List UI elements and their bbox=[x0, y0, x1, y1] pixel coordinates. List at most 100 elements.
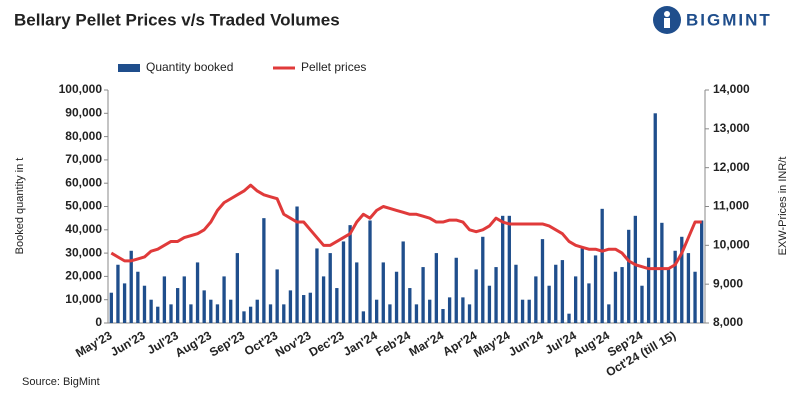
bar bbox=[447, 297, 452, 323]
bar bbox=[209, 299, 213, 323]
bar bbox=[434, 253, 439, 323]
bar bbox=[361, 311, 366, 323]
bar bbox=[275, 269, 279, 323]
bar bbox=[686, 253, 691, 323]
bar bbox=[587, 283, 591, 323]
bar bbox=[381, 262, 385, 323]
bar bbox=[374, 299, 379, 323]
bar bbox=[195, 262, 200, 323]
bar bbox=[321, 276, 326, 323]
bar bbox=[149, 299, 153, 323]
bar bbox=[408, 288, 412, 323]
bar bbox=[142, 285, 147, 323]
y-tick-label: 50,000 bbox=[65, 199, 102, 213]
logo-icon bbox=[664, 18, 670, 28]
bar bbox=[693, 271, 697, 323]
bar bbox=[534, 276, 538, 323]
y-axis-label: Booked quantity in t bbox=[14, 158, 26, 255]
bar bbox=[175, 288, 180, 323]
bar bbox=[162, 276, 167, 323]
x-tick-label: Oct'23 bbox=[242, 328, 281, 358]
bar bbox=[169, 304, 173, 323]
bar bbox=[348, 225, 352, 323]
y2-tick-label: 14,000 bbox=[713, 82, 750, 96]
x-tick-label: Nov'23 bbox=[273, 328, 314, 360]
x-tick-label: Aug'23 bbox=[173, 328, 215, 360]
bar bbox=[547, 285, 551, 323]
bar bbox=[222, 276, 226, 323]
bar bbox=[467, 304, 472, 323]
x-tick-label: Mar'24 bbox=[407, 328, 447, 359]
logo-icon bbox=[664, 11, 670, 17]
chart-title: Bellary Pellet Prices v/s Traded Volumes bbox=[14, 10, 340, 29]
legend-label: Pellet prices bbox=[301, 60, 366, 74]
bar bbox=[680, 236, 684, 323]
bar bbox=[414, 304, 419, 323]
line bbox=[110, 183, 702, 271]
bar bbox=[640, 285, 644, 323]
bar bbox=[156, 306, 160, 323]
bar bbox=[700, 220, 704, 323]
bar bbox=[248, 306, 253, 323]
bar bbox=[620, 267, 624, 323]
bar bbox=[341, 241, 346, 323]
y2-axis-label: EXW-Prices in INR/t bbox=[777, 157, 789, 256]
bar bbox=[474, 269, 478, 323]
bar bbox=[673, 250, 677, 323]
bar bbox=[308, 292, 312, 323]
x-tick-label: May'23 bbox=[73, 328, 115, 360]
bar bbox=[242, 311, 246, 323]
bar bbox=[481, 236, 485, 323]
bar bbox=[607, 304, 611, 323]
y-tick-label: 30,000 bbox=[65, 245, 102, 259]
y2-tick-label: 11,000 bbox=[713, 199, 749, 213]
x-tick-label: Aug'24 bbox=[571, 328, 613, 360]
bar bbox=[627, 229, 631, 323]
y2-tick-label: 9,000 bbox=[713, 276, 743, 290]
bar bbox=[580, 248, 584, 323]
bar bbox=[567, 313, 571, 323]
bar bbox=[215, 304, 220, 323]
x-tick-label: Sep'23 bbox=[207, 328, 247, 359]
bar bbox=[461, 297, 465, 323]
bar bbox=[487, 285, 492, 323]
bar bbox=[182, 276, 186, 323]
bar bbox=[441, 309, 445, 323]
y-tick-label: 40,000 bbox=[65, 222, 102, 236]
bar bbox=[421, 267, 425, 323]
bar bbox=[507, 215, 511, 323]
bar bbox=[653, 113, 657, 323]
bar bbox=[593, 255, 598, 323]
bar bbox=[660, 222, 664, 323]
bar bbox=[494, 267, 498, 323]
bar bbox=[129, 250, 133, 323]
y-tick-label: 0 bbox=[95, 315, 102, 329]
y-tick-label: 70,000 bbox=[65, 152, 102, 166]
bar bbox=[428, 299, 432, 323]
y-tick-label: 20,000 bbox=[65, 269, 102, 283]
bar bbox=[454, 257, 458, 323]
bar bbox=[554, 264, 558, 323]
x-tick-label: Feb'24 bbox=[373, 328, 413, 359]
legend-label: Quantity booked bbox=[146, 60, 233, 74]
bar bbox=[202, 290, 206, 323]
bar bbox=[514, 264, 518, 323]
bar bbox=[122, 283, 127, 323]
source: Source: BigMint bbox=[22, 376, 100, 388]
y2-tick-label: 8,000 bbox=[713, 315, 743, 329]
bar bbox=[315, 248, 319, 323]
bar bbox=[613, 271, 618, 323]
bar bbox=[368, 220, 372, 323]
x-tick-label: Jun'23 bbox=[108, 328, 148, 359]
bar bbox=[520, 299, 525, 323]
x-tick-label: Jun'24 bbox=[506, 328, 546, 359]
bar bbox=[189, 304, 193, 323]
bar bbox=[255, 299, 259, 323]
bar bbox=[600, 208, 604, 323]
bar bbox=[268, 304, 273, 323]
bar bbox=[388, 304, 392, 323]
bar bbox=[666, 269, 671, 323]
bar bbox=[401, 241, 405, 323]
x-tick-label: Jan'24 bbox=[341, 328, 380, 359]
